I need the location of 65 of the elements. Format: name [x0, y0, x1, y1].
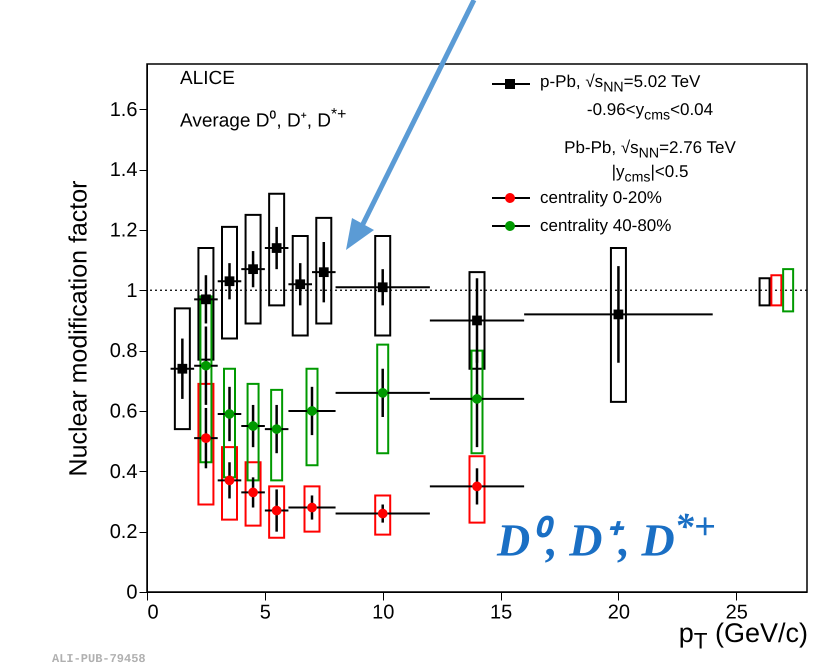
point	[307, 406, 317, 416]
point	[248, 421, 258, 431]
annotation: |y$_{cms}$|<0.5	[610, 161, 690, 186]
bar	[374, 494, 392, 536]
bar	[306, 368, 318, 466]
point	[472, 394, 482, 404]
y-tick-label: 1.4	[110, 159, 138, 182]
bar	[174, 307, 191, 430]
point	[248, 264, 258, 274]
point	[472, 482, 482, 492]
x-tick-label: 0	[148, 602, 159, 624]
y-tick-label: 1.6	[110, 98, 138, 121]
point	[177, 364, 188, 374]
point	[248, 488, 258, 498]
point	[272, 506, 282, 516]
point	[272, 424, 282, 434]
annotation: -0.96<y$_{cms}$<0.04	[586, 99, 714, 124]
y-tick-label: 0.6	[110, 400, 138, 422]
bar	[246, 382, 260, 482]
x-tick-label: 20	[608, 602, 630, 624]
point	[472, 316, 482, 326]
x-tick-label: 10	[372, 602, 394, 624]
point	[614, 310, 624, 320]
bar	[221, 446, 238, 521]
point	[378, 282, 388, 292]
point	[307, 502, 317, 512]
point	[224, 409, 234, 419]
y-axis-title: Nuclear modification factor	[64, 180, 93, 476]
legend-label: centrality 40-80%	[540, 216, 672, 236]
bar	[782, 268, 794, 312]
point	[224, 476, 234, 486]
y-tick-label: 0	[126, 582, 138, 604]
annotation: Average D⁰, D⁺, D$^{*+}$	[180, 106, 346, 132]
annotation: ALICE	[180, 68, 235, 90]
bar	[197, 382, 214, 506]
point	[201, 294, 211, 304]
bar	[770, 274, 782, 306]
bar	[223, 368, 236, 478]
point	[201, 360, 211, 371]
bar	[244, 461, 262, 527]
bar	[468, 455, 486, 524]
point	[295, 279, 306, 290]
y-tick-label: 0.8	[110, 340, 138, 362]
legend-label: centrality 0-20%	[540, 188, 662, 208]
point	[201, 433, 211, 443]
legend-label: p-Pb, √s$_{NN}$=5.02 TeV	[540, 72, 700, 96]
bar	[470, 350, 484, 454]
y-tick-label: 1	[126, 280, 138, 302]
x-tick-label: 15	[490, 602, 512, 624]
point	[272, 243, 282, 253]
y-tick-label: 0.4	[110, 460, 138, 483]
annotation: Pb-Pb, √s$_{NN}$=2.76 TeV	[563, 137, 737, 162]
text: ALI-PUB-79458	[52, 652, 146, 666]
point	[318, 267, 329, 278]
x-tick-label: 5	[260, 602, 271, 624]
bar	[268, 485, 286, 539]
y-tick-label: 1.2	[110, 219, 138, 242]
y-tick-label: 0.2	[110, 521, 138, 544]
point	[378, 388, 388, 398]
bar	[270, 388, 284, 482]
bar	[199, 295, 212, 464]
bar	[376, 344, 390, 454]
point	[224, 276, 234, 286]
annotation: D⁰, D⁺, D$^{*+}$	[497, 505, 716, 568]
bar	[304, 485, 320, 533]
